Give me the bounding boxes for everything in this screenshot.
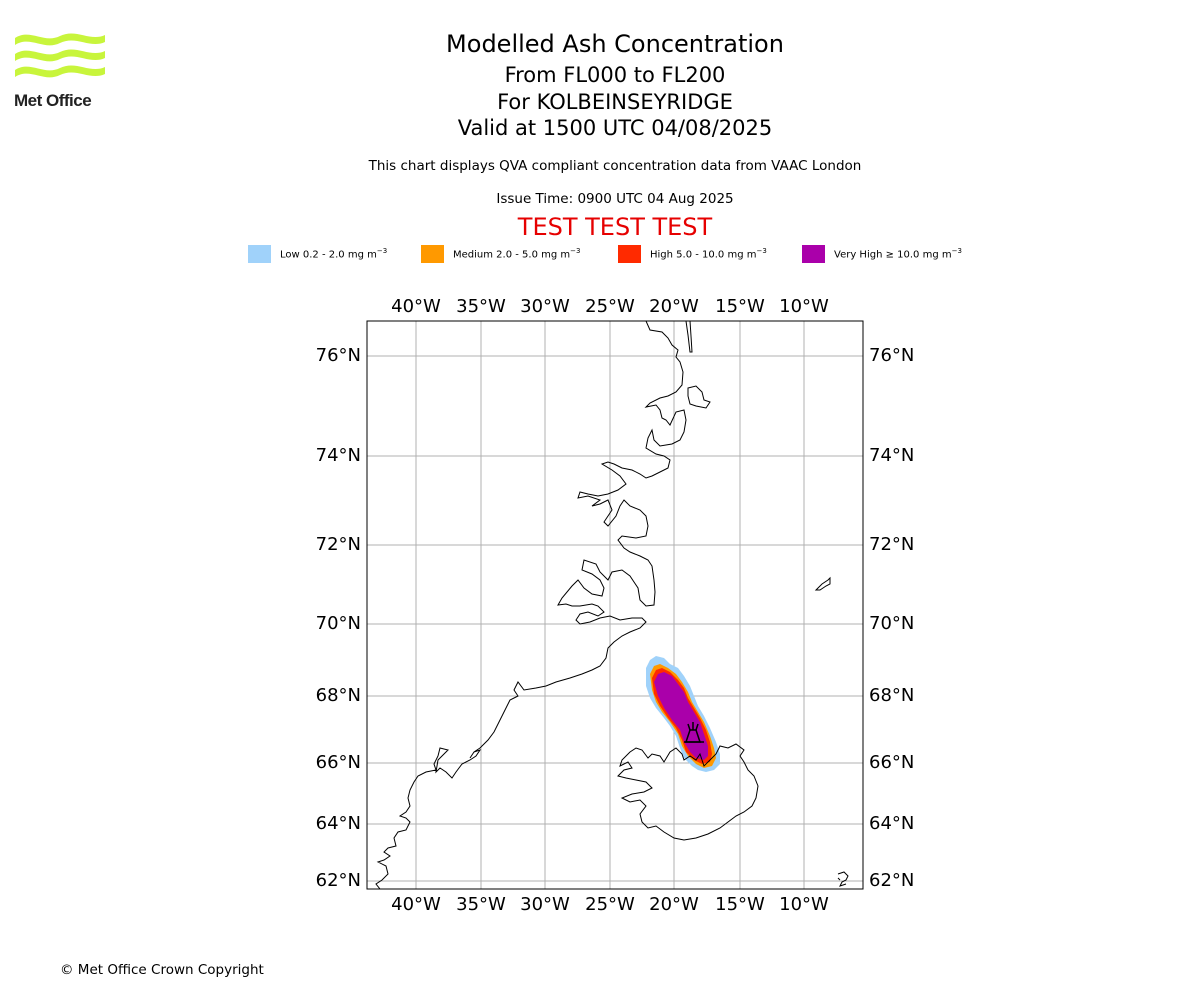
greenland-island — [687, 385, 711, 409]
lat-ticks-right: 76°N 74°N 72°N 70°N 68°N 66°N 64°N 62°N — [869, 345, 914, 891]
faroe-islands — [837, 871, 849, 887]
lon-tick-label: 15°W — [715, 894, 765, 915]
lat-ticks-left: 76°N 74°N 72°N 70°N 68°N 66°N 64°N 62°N — [316, 345, 361, 891]
legend-label-low: Low 0.2 - 2.0 mg m — [280, 249, 377, 261]
lat-tick-label: 66°N — [316, 752, 361, 773]
chart-title: Modelled Ash Concentration — [446, 30, 784, 58]
legend-unit-exponent: −3 — [951, 247, 962, 255]
lon-tick-label: 25°W — [585, 894, 635, 915]
issue-time: Issue Time: 0900 UTC 04 Aug 2025 — [496, 191, 734, 207]
lat-tick-label: 62°N — [316, 870, 361, 891]
legend-label-medium: Medium 2.0 - 5.0 mg m — [453, 249, 571, 261]
graticule — [367, 321, 863, 889]
lat-tick-label: 62°N — [869, 870, 914, 891]
lon-tick-label: 10°W — [779, 894, 829, 915]
ash-very-high — [654, 672, 708, 760]
legend-label-high: High 5.0 - 10.0 mg m — [650, 249, 757, 261]
lon-tick-label: 10°W — [779, 296, 829, 317]
lon-tick-label: 40°W — [391, 296, 441, 317]
lon-tick-label: 35°W — [456, 296, 506, 317]
met-office-waves-icon — [15, 33, 105, 78]
legend-swatch-very-high — [802, 245, 825, 263]
greenland-north-fjord — [685, 321, 693, 353]
lat-tick-label: 72°N — [869, 534, 914, 555]
lat-tick-label: 68°N — [869, 685, 914, 706]
test-banner: TEST TEST TEST — [517, 213, 713, 241]
chart-description: This chart displays QVA compliant concen… — [368, 158, 862, 174]
iceland-coastline — [617, 743, 759, 841]
legend-swatch-low — [248, 245, 271, 263]
legend-unit-exponent: −3 — [570, 247, 581, 255]
met-office-logo: Met Office — [14, 30, 106, 112]
lat-tick-label: 70°N — [869, 613, 914, 634]
lon-tick-label: 25°W — [585, 296, 635, 317]
lon-ticks-top: 40°W 35°W 30°W 25°W 20°W 15°W 10°W — [391, 296, 829, 317]
lat-tick-label: 70°N — [316, 613, 361, 634]
lon-tick-label: 15°W — [715, 296, 765, 317]
greenland-coastline — [375, 321, 687, 889]
legend-unit-exponent: −3 — [756, 247, 767, 255]
lon-tick-label: 30°W — [520, 296, 570, 317]
lat-tick-label: 64°N — [316, 813, 361, 834]
lon-tick-label: 30°W — [520, 894, 570, 915]
flight-levels: From FL000 to FL200 — [504, 63, 726, 87]
lat-tick-label: 74°N — [316, 445, 361, 466]
legend-unit-exponent: −3 — [376, 247, 388, 255]
lat-tick-label: 76°N — [869, 345, 914, 366]
ash-plume — [646, 656, 720, 772]
copyright-notice: © Met Office Crown Copyright — [60, 962, 264, 978]
jan-mayen-island — [814, 576, 831, 591]
lon-tick-label: 35°W — [456, 894, 506, 915]
lat-tick-label: 76°N — [316, 345, 361, 366]
lon-tick-label: 20°W — [649, 894, 699, 915]
valid-time: Valid at 1500 UTC 04/08/2025 — [457, 116, 773, 140]
lat-tick-label: 66°N — [869, 752, 914, 773]
legend-swatch-medium — [421, 245, 444, 263]
location-name: For KOLBEINSEYRIDGE — [497, 90, 733, 114]
legend-swatch-high — [618, 245, 641, 263]
lat-tick-label: 74°N — [869, 445, 914, 466]
concentration-legend: Low 0.2 - 2.0 mg m−3 Medium 2.0 - 5.0 mg… — [248, 244, 1008, 264]
lon-tick-label: 40°W — [391, 894, 441, 915]
ash-map: 40°W 35°W 30°W 25°W 20°W 15°W 10°W 40°W … — [316, 296, 915, 915]
lat-tick-label: 72°N — [316, 534, 361, 555]
lon-tick-label: 20°W — [649, 296, 699, 317]
legend-label-very-high: Very High ≥ 10.0 mg m — [834, 249, 952, 261]
volcano-icon — [684, 722, 704, 743]
lat-tick-label: 64°N — [869, 813, 914, 834]
map-frame — [366, 320, 864, 890]
lat-tick-label: 68°N — [316, 685, 361, 706]
lon-ticks-bottom: 40°W 35°W 30°W 25°W 20°W 15°W 10°W — [391, 894, 829, 915]
met-office-wordmark: Met Office — [14, 91, 92, 110]
